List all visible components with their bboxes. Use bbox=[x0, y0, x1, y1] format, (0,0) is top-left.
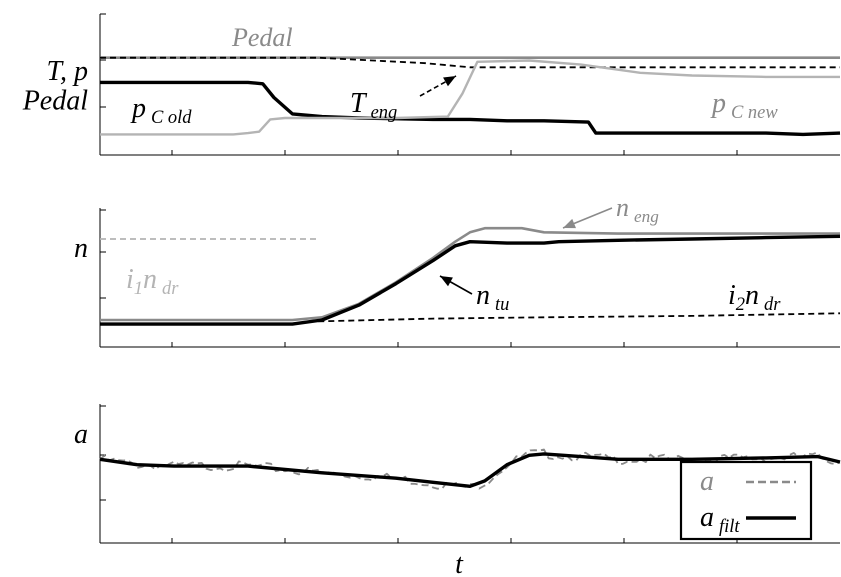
legend-entry-a_filt: a filt bbox=[700, 502, 740, 536]
panel-speed: n n eng i1n dr n tu i2n dr bbox=[74, 193, 841, 348]
arrow-t-eng bbox=[419, 75, 457, 97]
annotation-i2_n_dr: i2n dr bbox=[728, 280, 781, 314]
annotation-n_eng: n eng bbox=[616, 193, 659, 226]
legend: a a filt bbox=[679, 460, 813, 541]
annotation-i1_n_dr: i1n dr bbox=[126, 264, 179, 298]
series-p_c_old bbox=[100, 80, 841, 137]
annotation-n_tu: n tu bbox=[476, 280, 509, 314]
series-n_eng bbox=[100, 226, 840, 322]
series-i2_n_dr bbox=[318, 312, 841, 323]
series-p_c_new bbox=[100, 59, 840, 136]
annotation-pedal: Pedal bbox=[231, 23, 293, 52]
arrow-n-tu bbox=[439, 275, 473, 295]
series-a_filt bbox=[99, 452, 841, 488]
y-axis-label: a bbox=[74, 419, 88, 450]
arrow-n-eng bbox=[562, 207, 613, 229]
series-n_tu bbox=[100, 234, 841, 326]
legend-entry-a: a bbox=[700, 466, 714, 497]
series-t_eng bbox=[100, 56, 840, 69]
panel-acceleration: a a a filt bbox=[74, 404, 841, 544]
x-axis-label: t bbox=[455, 549, 464, 577]
y-axis-label: T, p Pedal bbox=[22, 56, 89, 116]
y-axis-label: n bbox=[74, 233, 88, 264]
